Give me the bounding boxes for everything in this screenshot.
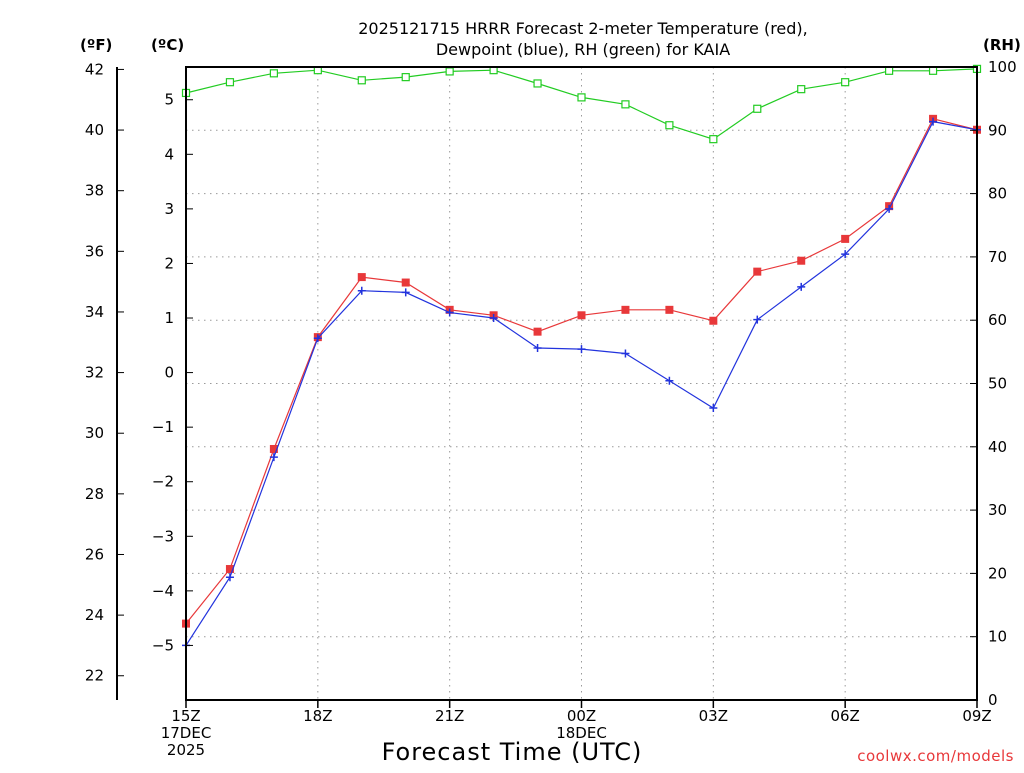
x-tick-label: 21Z xyxy=(435,707,464,725)
dewpoint-point xyxy=(225,573,234,582)
rh-point xyxy=(445,67,454,76)
f-tick-label: 40 xyxy=(85,121,104,139)
dewpoint-point xyxy=(841,250,850,259)
c-tick-label: −3 xyxy=(152,527,174,545)
dewpoint-point xyxy=(709,404,718,413)
dewpoint-point xyxy=(621,349,630,358)
rh-unit-label: (RH) xyxy=(983,36,1021,54)
temp-point xyxy=(621,305,630,314)
temp-point xyxy=(401,278,410,287)
x-tick-label: 18DEC xyxy=(556,724,607,742)
rh-tick-label: 0 xyxy=(988,691,998,709)
c-tick-label: −4 xyxy=(152,582,174,600)
f-tick-label: 42 xyxy=(85,60,104,78)
dewpoint-point xyxy=(797,282,806,291)
rh-point xyxy=(797,85,806,94)
dewpoint-point xyxy=(445,308,454,317)
x-tick-label: 2025 xyxy=(167,741,205,759)
dewpoint-point xyxy=(489,314,498,323)
temp-point xyxy=(225,565,234,574)
axes xyxy=(116,66,978,708)
x-tick-label: 18Z xyxy=(303,707,332,725)
fahrenheit-unit-label: (ºF) xyxy=(80,36,112,54)
rh-point xyxy=(621,100,630,109)
c-tick-label: −5 xyxy=(152,636,174,654)
dewpoint-point xyxy=(269,453,278,462)
f-tick-label: 36 xyxy=(85,242,104,260)
celsius-unit-label: (ºC) xyxy=(151,36,184,54)
dewpoint-point xyxy=(753,315,762,324)
chart-title-line-2: Dewpoint (blue), RH (green) for KAIA xyxy=(436,40,730,59)
rh-point xyxy=(225,78,235,87)
x-axis-label: Forecast Time (UTC) xyxy=(382,738,643,766)
temp-point xyxy=(665,305,674,314)
rh-point xyxy=(753,104,762,113)
rh-tick-label: 100 xyxy=(988,58,1017,76)
data-series xyxy=(181,64,982,650)
x-tick-label: 03Z xyxy=(699,707,728,725)
temp-point xyxy=(709,316,718,325)
x-tick-label: 17DEC xyxy=(161,724,212,742)
f-tick-label: 28 xyxy=(85,485,104,503)
temp-point xyxy=(753,267,762,276)
rh-point xyxy=(269,69,278,78)
rh-point xyxy=(665,121,674,130)
dewpoint-point xyxy=(533,344,542,353)
temp-point xyxy=(841,234,850,243)
rh-tick-label: 80 xyxy=(988,185,1007,203)
dewpoint-point xyxy=(313,334,322,343)
x-tick-label: 00Z xyxy=(567,707,596,725)
tick-labels: 2224262830323436384042−5−4−3−2−101234501… xyxy=(85,58,1017,759)
rh-point xyxy=(401,73,410,82)
rh-tick-label: 90 xyxy=(988,121,1007,139)
c-tick-label: 2 xyxy=(164,254,174,272)
website-credit[interactable]: coolwx.com/models xyxy=(857,747,1014,765)
grid-lines xyxy=(186,67,977,700)
rh-point xyxy=(533,79,542,88)
f-tick-label: 34 xyxy=(85,303,104,321)
temp-point xyxy=(269,444,278,453)
rh-point xyxy=(577,93,586,102)
temp-point xyxy=(797,256,806,265)
chart-title-line-1: 2025121715 HRRR Forecast 2-meter Tempera… xyxy=(358,19,808,38)
rh-point xyxy=(928,66,938,75)
f-tick-label: 38 xyxy=(85,182,104,200)
rh-tick-label: 70 xyxy=(988,248,1007,266)
x-tick-label: 15Z xyxy=(171,707,200,725)
x-tick-label: 09Z xyxy=(962,707,991,725)
f-tick-label: 32 xyxy=(85,364,104,382)
dewpoint-point xyxy=(929,117,938,126)
rh-tick-label: 10 xyxy=(988,628,1007,646)
f-tick-label: 22 xyxy=(85,667,104,685)
c-tick-label: 3 xyxy=(164,200,174,218)
x-tick-label: 06Z xyxy=(830,707,859,725)
rh-tick-label: 20 xyxy=(988,564,1007,582)
c-tick-label: 1 xyxy=(164,309,174,327)
rh-point xyxy=(357,76,366,85)
rh-tick-label: 40 xyxy=(988,438,1007,456)
f-tick-label: 30 xyxy=(85,424,104,442)
f-tick-label: 26 xyxy=(85,545,104,563)
rh-tick-label: 50 xyxy=(988,375,1007,393)
rh-tick-label: 30 xyxy=(988,501,1007,519)
f-tick-label: 24 xyxy=(85,606,104,624)
c-tick-label: 0 xyxy=(164,364,174,382)
rh-point xyxy=(841,78,850,87)
rh-point xyxy=(885,66,894,75)
rh-point xyxy=(709,135,718,144)
dewpoint-point xyxy=(885,204,894,213)
c-tick-label: −2 xyxy=(152,473,174,491)
c-tick-label: 5 xyxy=(164,91,174,109)
c-tick-label: −1 xyxy=(152,418,174,436)
c-tick-label: 4 xyxy=(164,145,174,163)
dewpoint-point xyxy=(665,376,674,385)
dewpoint-point xyxy=(401,288,410,297)
temp-point xyxy=(357,273,366,282)
dewpoint-point xyxy=(577,345,586,354)
dewpoint-point xyxy=(357,286,366,295)
temp-point xyxy=(577,311,586,320)
rh-tick-label: 60 xyxy=(988,311,1007,329)
temp-point xyxy=(533,327,542,336)
